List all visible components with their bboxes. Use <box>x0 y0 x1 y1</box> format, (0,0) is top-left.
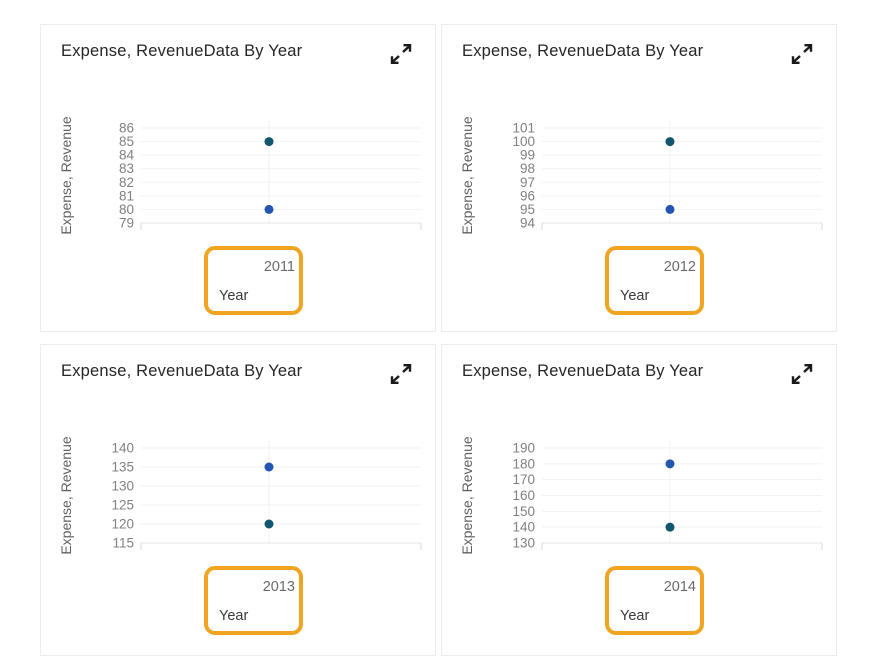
chart-card-header: Expense, RevenueData By Year <box>41 345 435 387</box>
y-tick-label: 98 <box>520 161 535 176</box>
y-tick-label: 94 <box>520 216 536 231</box>
y-axis-title: Expense, Revenue <box>459 116 475 235</box>
chart-card: Expense, RevenueData By Year 140 135 130 12… <box>40 344 436 656</box>
chart-title: Expense, RevenueData By Year <box>61 362 303 380</box>
y-tick-label: 125 <box>111 498 134 513</box>
y-tick-label: 190 <box>512 441 535 456</box>
y-axis-title: Expense, Revenue <box>58 436 74 555</box>
data-point[interactable] <box>264 137 274 147</box>
expand-icon[interactable] <box>389 363 413 385</box>
data-point[interactable] <box>665 522 675 532</box>
data-point[interactable] <box>264 204 274 214</box>
y-tick-label: 95 <box>520 202 535 217</box>
x-tick-label: 2014 <box>664 579 696 595</box>
chart-title: Expense, RevenueData By Year <box>61 42 303 60</box>
y-tick-label: 80 <box>119 202 134 217</box>
expand-icon[interactable] <box>790 363 814 385</box>
data-point[interactable] <box>264 462 274 472</box>
data-point[interactable] <box>665 137 675 147</box>
chart-card-header: Expense, RevenueData By Year <box>442 25 836 67</box>
x-tick-label: 2011 <box>264 259 295 275</box>
y-tick-label: 97 <box>520 175 535 190</box>
y-tick-label: 86 <box>119 121 134 136</box>
y-tick-label: 99 <box>520 148 535 163</box>
chart-card: Expense, RevenueData By Year 190 180 170 16… <box>441 344 837 656</box>
x-axis-title: Year <box>219 608 248 624</box>
y-tick-label: 85 <box>119 134 134 149</box>
y-tick-label: 79 <box>119 216 134 231</box>
data-point[interactable] <box>665 204 675 214</box>
y-tick-label: 130 <box>512 536 535 551</box>
y-tick-label: 115 <box>112 536 134 551</box>
x-axis-title: Year <box>620 608 649 624</box>
chart-card-header: Expense, RevenueData By Year <box>41 25 435 67</box>
y-tick-label: 140 <box>512 520 535 535</box>
y-tick-label: 160 <box>512 488 535 503</box>
y-tick-label: 101 <box>512 121 535 136</box>
y-axis-title: Expense, Revenue <box>58 116 74 235</box>
y-tick-label: 180 <box>512 456 535 471</box>
scatter-chart-canvas: 140 135 130 125 120 115 Expense, Revenue 2013 Ye… <box>58 436 422 635</box>
chart-card: Expense, RevenueData By Year 101 100 99 98 9… <box>441 24 837 332</box>
y-tick-label: 96 <box>520 188 535 203</box>
x-tick-label: 2012 <box>664 259 696 275</box>
highlight-box <box>605 246 704 315</box>
x-axis-title: Year <box>620 288 649 304</box>
y-tick-label: 100 <box>512 134 535 149</box>
chart-title: Expense, RevenueData By Year <box>462 42 704 60</box>
y-tick-label: 81 <box>119 188 134 203</box>
y-tick-label: 83 <box>119 161 134 176</box>
y-tick-label: 120 <box>111 517 134 532</box>
highlight-box <box>605 566 704 635</box>
chart-card-header: Expense, RevenueData By Year <box>442 345 836 387</box>
y-axis-title: Expense, Revenue <box>459 436 475 555</box>
expand-icon[interactable] <box>389 43 413 65</box>
y-tick-label: 140 <box>111 441 134 456</box>
y-tick-label: 82 <box>119 175 134 190</box>
x-tick-label: 2013 <box>263 579 295 595</box>
highlight-box <box>204 246 303 315</box>
dashboard-grid: Expense, RevenueData By Year 86 85 84 83 82 8… <box>40 24 837 656</box>
data-point[interactable] <box>264 519 274 529</box>
y-tick-label: 150 <box>512 504 535 519</box>
y-tick-label: 84 <box>119 148 135 163</box>
chart-card: Expense, RevenueData By Year 86 85 84 83 82 8… <box>40 24 436 332</box>
highlight-box <box>204 566 303 635</box>
y-tick-label: 135 <box>111 460 134 475</box>
x-axis-title: Year <box>219 288 248 304</box>
y-tick-label: 130 <box>111 479 134 494</box>
expand-icon[interactable] <box>790 43 814 65</box>
data-point[interactable] <box>665 459 675 469</box>
chart-title: Expense, RevenueData By Year <box>462 362 704 380</box>
y-tick-label: 170 <box>512 472 535 487</box>
